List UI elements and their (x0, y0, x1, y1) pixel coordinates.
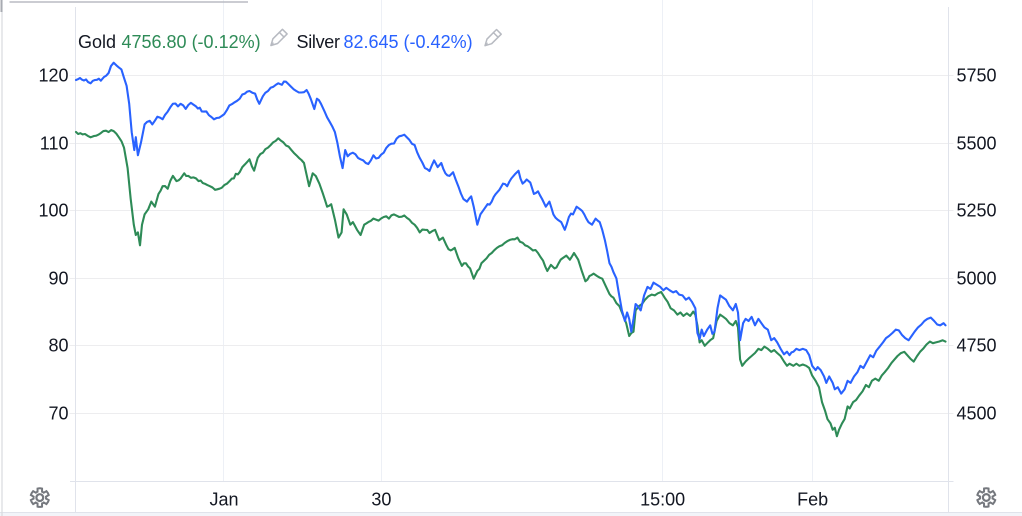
svg-text:15:00: 15:00 (640, 489, 685, 509)
svg-text:4500: 4500 (957, 403, 997, 423)
svg-text:4756.80 (-0.12%): 4756.80 (-0.12%) (122, 32, 261, 52)
svg-text:5500: 5500 (957, 133, 997, 153)
svg-text:Jan: Jan (209, 489, 238, 509)
svg-text:Silver: Silver (297, 32, 341, 52)
svg-text:90: 90 (48, 268, 68, 288)
svg-text:82.645 (-0.42%): 82.645 (-0.42%) (344, 32, 473, 52)
svg-text:100: 100 (38, 200, 68, 220)
svg-text:5750: 5750 (957, 65, 997, 85)
svg-text:5250: 5250 (957, 200, 997, 220)
svg-text:30: 30 (371, 489, 391, 509)
svg-text:Gold: Gold (78, 32, 116, 52)
svg-text:120: 120 (38, 65, 68, 85)
svg-text:5000: 5000 (957, 268, 997, 288)
svg-text:110: 110 (40, 133, 69, 153)
svg-text:70: 70 (48, 403, 68, 423)
svg-text:80: 80 (48, 335, 68, 355)
svg-text:Feb: Feb (797, 489, 828, 509)
svg-text:4750: 4750 (957, 335, 997, 355)
